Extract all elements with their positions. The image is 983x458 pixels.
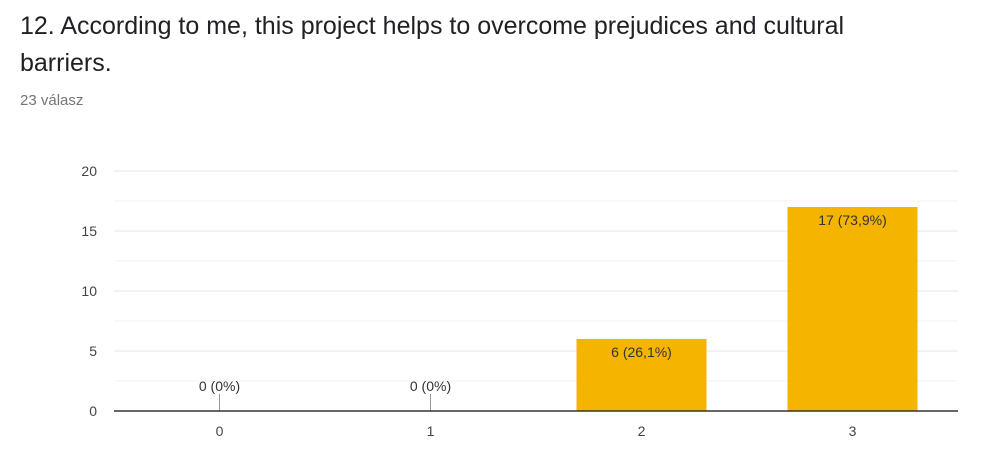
- y-tick-label: 0: [89, 403, 97, 419]
- data-label: 6 (26,1%): [611, 344, 672, 360]
- y-tick-label: 5: [89, 343, 97, 359]
- x-tick-label: 2: [638, 423, 646, 439]
- data-label: 0 (0%): [199, 378, 240, 394]
- bar: [787, 207, 918, 411]
- question-title: 12. According to me, this project helps …: [20, 12, 845, 77]
- bar: [576, 339, 707, 411]
- data-label: 17 (73,9%): [818, 212, 886, 228]
- x-tick-label: 3: [849, 423, 857, 439]
- response-count: 23 válasz: [20, 92, 84, 109]
- y-tick-label: 10: [81, 283, 97, 299]
- y-tick-label: 15: [81, 223, 97, 239]
- x-tick-label: 0: [216, 423, 224, 439]
- y-tick-label: 20: [81, 163, 97, 179]
- data-label: 0 (0%): [410, 378, 451, 394]
- x-tick-label: 1: [427, 423, 435, 439]
